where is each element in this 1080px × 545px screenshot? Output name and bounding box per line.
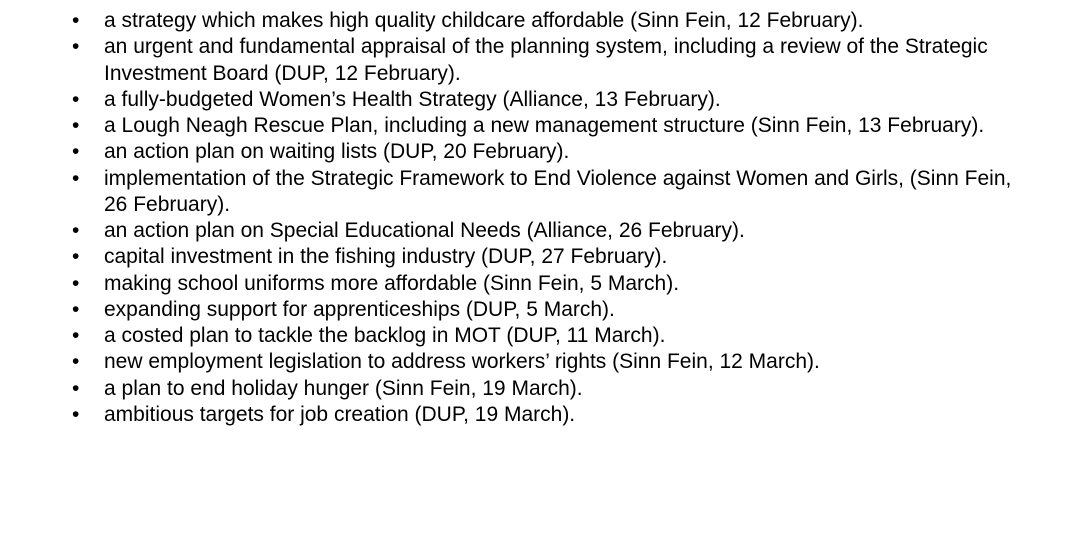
list-item: ambitious targets for job creation (DUP,… [48, 402, 1032, 428]
list-item: making school uniforms more affordable (… [48, 271, 1032, 297]
list-item-text: a costed plan to tackle the backlog in M… [104, 324, 665, 347]
list-item-text: new employment legislation to address wo… [104, 350, 820, 373]
list-item-text: an action plan on waiting lists (DUP, 20… [104, 140, 569, 163]
list-item: an urgent and fundamental appraisal of t… [48, 34, 1032, 87]
list-item: a Lough Neagh Rescue Plan, including a n… [48, 113, 1032, 139]
list-item: capital investment in the fishing indust… [48, 244, 1032, 270]
list-item-text: expanding support for apprenticeships (D… [104, 298, 615, 321]
list-item: implementation of the Strategic Framewor… [48, 166, 1032, 219]
list-item-text: a plan to end holiday hunger (Sinn Fein,… [104, 377, 583, 400]
list-item-text: a fully-budgeted Women’s Health Strategy… [104, 88, 721, 111]
list-item-text: a strategy which makes high quality chil… [104, 9, 864, 32]
list-item: a strategy which makes high quality chil… [48, 8, 1032, 34]
list-item-text: an urgent and fundamental appraisal of t… [104, 35, 988, 84]
list-item: an action plan on waiting lists (DUP, 20… [48, 139, 1032, 165]
document-page: a strategy which makes high quality chil… [0, 0, 1080, 545]
list-item: a plan to end holiday hunger (Sinn Fein,… [48, 376, 1032, 402]
list-item: a fully-budgeted Women’s Health Strategy… [48, 87, 1032, 113]
list-item: an action plan on Special Educational Ne… [48, 218, 1032, 244]
list-item-text: capital investment in the fishing indust… [104, 245, 667, 268]
list-item-text: implementation of the Strategic Framewor… [104, 167, 1011, 216]
list-item: a costed plan to tackle the backlog in M… [48, 323, 1032, 349]
list-item-text: an action plan on Special Educational Ne… [104, 219, 745, 242]
list-item: new employment legislation to address wo… [48, 349, 1032, 375]
list-item: expanding support for apprenticeships (D… [48, 297, 1032, 323]
bulleted-list: a strategy which makes high quality chil… [48, 8, 1032, 428]
list-item-text: making school uniforms more affordable (… [104, 272, 679, 295]
list-item-text: a Lough Neagh Rescue Plan, including a n… [104, 114, 984, 137]
list-item-text: ambitious targets for job creation (DUP,… [104, 403, 575, 426]
